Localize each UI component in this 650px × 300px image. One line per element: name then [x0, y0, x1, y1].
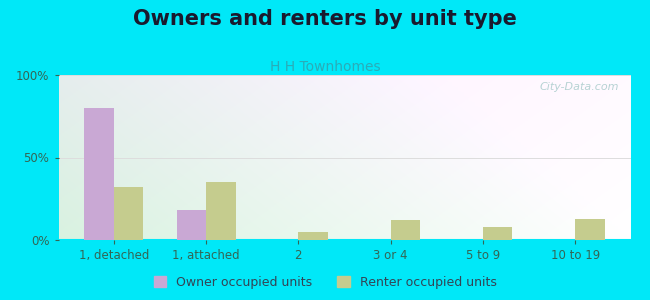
Legend: Owner occupied units, Renter occupied units: Owner occupied units, Renter occupied un… — [148, 271, 502, 294]
Bar — [114, 187, 144, 240]
Bar — [298, 232, 328, 240]
Text: City-Data.com: City-Data.com — [540, 82, 619, 92]
Text: Owners and renters by unit type: Owners and renters by unit type — [133, 9, 517, 29]
Bar — [84, 108, 114, 240]
Bar — [177, 210, 206, 240]
Bar — [575, 218, 604, 240]
Bar — [391, 220, 420, 240]
Bar — [206, 182, 236, 240]
Bar — [483, 227, 512, 240]
Text: H H Townhomes: H H Townhomes — [270, 60, 380, 74]
